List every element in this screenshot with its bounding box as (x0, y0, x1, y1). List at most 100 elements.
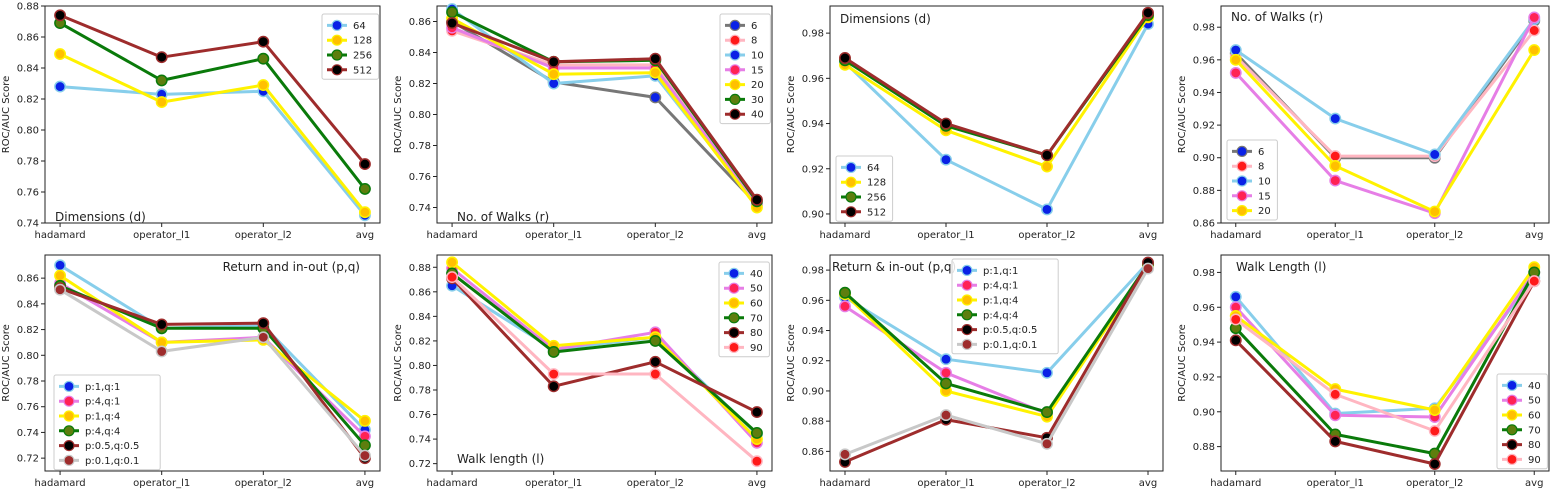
chart-2-legend-swatch-marker (729, 19, 741, 31)
chart-4-xtick-label: avg (1525, 230, 1543, 241)
chart-2-series-line-20 (450, 16, 759, 209)
chart-5-ytick-label: 0.84 (17, 299, 39, 310)
chart-1-legend-label: 128 (353, 36, 372, 47)
chart-3-point-64-operator_l2 (1041, 203, 1053, 216)
chart-6-point-60-hadamard (446, 256, 459, 269)
chart-7-legend: p:1,q:1 p:4,q:1 p:1,q:4 p:4,q:4 p:0.5,q:0.5 p… (951, 258, 1059, 355)
chart-3-xtick-label: avg (1139, 230, 1157, 241)
chart-4-point-15-avg (1528, 11, 1541, 24)
chart-6-series-line-70 (450, 271, 759, 435)
chart-6-ylabel: ROC/AUC Score (393, 324, 404, 402)
chart-7-legend-swatch-marker (961, 264, 973, 276)
chart-7-ytick-label: 0.90 (802, 386, 824, 397)
chart-8-legend: 40 50 60 70 80 90 (1496, 373, 1548, 470)
chart-7-series-line-p:1,q:1 (843, 261, 1150, 375)
chart-5-point-p:0.1,q:0.1-avg (358, 449, 371, 462)
chart-5-legend-swatch-marker (63, 380, 75, 392)
chart-1-series-line-64 (58, 85, 367, 217)
chart-8-legend-label: 70 (1528, 425, 1541, 436)
chart-6-series-line-90 (450, 275, 759, 463)
chart-5-legend: p:1,q:1 p:4,q:1 p:1,q:4 p:4,q:4 p:0.5,q:0.5 p… (53, 374, 161, 471)
chart-4-ytick-label: 0.96 (1193, 55, 1215, 66)
chart-7-point-p:4,q:4-operator_l1 (940, 377, 952, 390)
chart-7-legend-label: p:1,q:1 (983, 266, 1018, 277)
chart-4-point-10-hadamard (1229, 44, 1242, 57)
chart-2-legend: 6 8 10 15 20 30 40 (719, 13, 771, 125)
chart-6-legend-label: 80 (750, 328, 763, 339)
chart-1-point-256-operator_l1 (155, 74, 168, 87)
chart-7-point-p:4,q:4-operator_l2 (1041, 406, 1053, 419)
chart-8-legend-swatch-marker (1506, 409, 1518, 421)
chart-8-ytick-label: 0.98 (1193, 268, 1215, 279)
chart-7-legend-swatch-marker (961, 294, 973, 306)
chart-6-ytick-label: 0.80 (409, 361, 431, 372)
chart-2-legend-swatch-marker (729, 64, 741, 76)
chart-6-point-90-avg (750, 455, 763, 468)
chart-3-ytick-label: 0.96 (802, 74, 824, 85)
chart-1-xtick-label: operator_l1 (133, 230, 190, 241)
chart-6-legend-swatch-marker (728, 341, 740, 353)
chart-8-series-line-50 (1234, 270, 1536, 419)
chart-7-annotation: Return & in-out (p,q) (832, 260, 956, 274)
chart-5-point-p:1,q:4-hadamard (54, 269, 67, 282)
chart-1-ytick-label: 0.88 (17, 2, 39, 13)
chart-8-legend-label: 60 (1528, 411, 1541, 422)
chart-2-series-line-15 (450, 26, 759, 206)
chart-2-point-40-hadamard (446, 17, 459, 29)
chart-5-point-p:4,q:4-avg (358, 439, 371, 452)
chart-5-legend-swatch-marker (63, 395, 75, 407)
chart-5-legend-label: p:1,q:4 (85, 412, 120, 423)
chart-6-xtick-label: operator_l2 (627, 478, 684, 489)
chart-4-ylabel: ROC/AUC Score (1177, 76, 1188, 154)
chart-2-legend-swatch-marker (729, 108, 741, 120)
chart-5-point-p:0.1,q:0.1-operator_l2 (257, 331, 270, 344)
chart-5-ytick-label: 0.72 (17, 454, 39, 465)
chart-6-annotation: Walk length (l) (457, 452, 544, 466)
chart-8-ytick-label: 0.92 (1193, 372, 1215, 383)
chart-5-ytick-label: 0.82 (17, 325, 39, 336)
chart-2-ytick-label: 0.74 (409, 203, 431, 214)
chart-2-legend-label: 10 (751, 51, 764, 62)
chart-3-ytick-label: 0.94 (802, 119, 824, 130)
chart-3-point-64-operator_l1 (940, 153, 952, 166)
chart-7-point-p:0.1,q:0.1-operator_l2 (1041, 437, 1053, 450)
chart-5-ylabel: ROC/AUC Score (1, 324, 12, 402)
chart-1-point-128-avg (358, 206, 371, 219)
chart-6-xtick-label: hadamard (427, 478, 478, 489)
chart-5-axes (44, 254, 381, 472)
chart-6-legend-label: 50 (750, 284, 763, 295)
chart-7-axes (829, 254, 1164, 472)
chart-1-legend-swatch-marker (331, 19, 343, 31)
chart-4-ytick-label: 0.94 (1193, 88, 1215, 99)
chart-7-ytick-label: 0.98 (802, 266, 824, 277)
chart-6-axes (436, 254, 773, 472)
chart-4-legend-label: 15 (1258, 191, 1271, 202)
chart-3-point-512-hadamard (839, 52, 851, 64)
chart-8-legend-swatch-marker (1506, 424, 1518, 436)
chart-7-ytick-label: 0.86 (802, 447, 824, 458)
chart-6-ytick-label: 0.84 (409, 312, 431, 323)
chart-8-legend-swatch-marker (1506, 379, 1518, 391)
chart-1-point-512-operator_l2 (257, 35, 270, 48)
chart-2-legend-swatch-marker (729, 78, 741, 91)
chart-5-annotation: Return and in-out (p,q) (223, 260, 360, 274)
chart-5-legend-swatch-marker (63, 440, 75, 452)
chart-4-ytick-label: 0.90 (1193, 153, 1215, 164)
chart-6-point-90-operator_l2 (649, 368, 662, 380)
chart-7-series-line-p:0.1,q:0.1 (843, 267, 1150, 456)
chart-8-series-line-60 (1234, 265, 1536, 412)
chart-4-point-15-operator_l1 (1329, 174, 1342, 187)
chart-8-ylabel: ROC/AUC Score (1177, 324, 1188, 402)
chart-1-point-512-operator_l1 (155, 51, 168, 64)
chart-6-point-70-operator_l1 (547, 346, 560, 358)
chart-2-xtick-label: hadamard (427, 230, 478, 241)
chart-8-ytick-label: 0.96 (1193, 303, 1215, 314)
chart-3-legend-label: 64 (867, 163, 880, 174)
chart-7-series-line-p:1,q:4 (843, 264, 1150, 419)
chart-1-axes (44, 5, 381, 224)
chart-6-point-90-hadamard (446, 271, 459, 284)
chart-4-series-line-10 (1234, 17, 1536, 156)
chart-1-legend-swatch-marker (331, 49, 343, 61)
chart-5-legend-label: p:4,q:1 (85, 397, 120, 408)
chart-7: 0.86 0.88 0.90 0.92 0.94 0.96 0.98 hadamard oper… (786, 254, 1164, 489)
